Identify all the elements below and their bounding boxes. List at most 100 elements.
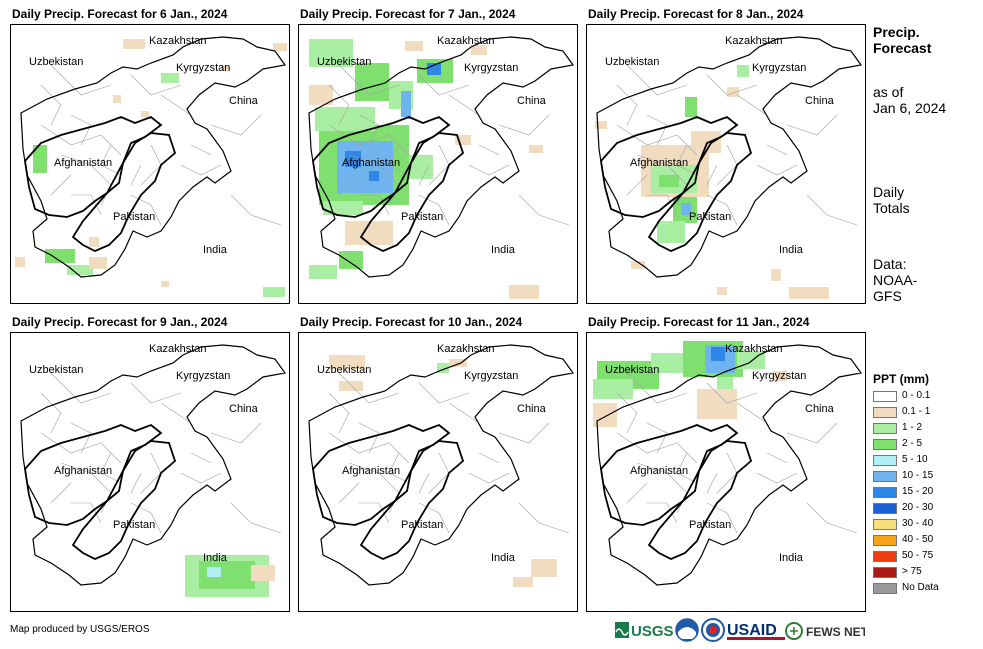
admin-boundary: [706, 74, 758, 96]
admin-boundary: [100, 144, 122, 176]
admin-boundary: [646, 114, 668, 146]
admin-boundary: [418, 74, 470, 96]
label-pakistan: Pakistan: [113, 211, 156, 223]
panel-title: Daily Precip. Forecast for 10 Jan., 2024: [300, 315, 523, 329]
admin-boundary: [140, 144, 162, 186]
forecast-panel: Daily Precip. Forecast for 9 Jan., 2024 K…: [10, 315, 290, 617]
admin-boundary: [756, 472, 798, 484]
precip-cell: [697, 389, 737, 419]
precip-cell: [773, 371, 787, 381]
admin-boundary: [468, 164, 510, 176]
admin-boundary: [190, 144, 212, 156]
label-uzbekistan: Uzbekistan: [605, 56, 660, 68]
admin-boundary: [706, 382, 758, 404]
precip-cell: [309, 39, 353, 67]
admin-boundary: [626, 372, 688, 404]
afghanistan-boundary: [24, 115, 163, 218]
admin-boundary: [130, 502, 162, 534]
region-boundary: [20, 36, 287, 278]
precip-cell: [437, 363, 449, 373]
fewsnet-logo: FEWS NET: [785, 620, 869, 647]
precip-cell: [329, 355, 365, 369]
legend-swatch: [873, 567, 897, 578]
admin-boundary: [647, 502, 678, 524]
precip-cell: [33, 145, 47, 173]
precip-cell: [455, 135, 471, 145]
label-uzbekistan: Uzbekistan: [29, 364, 84, 376]
forecast-panel: Daily Precip. Forecast for 11 Jan., 2024…: [586, 315, 866, 617]
region-boundary: [308, 344, 575, 586]
precip-cell: [449, 359, 467, 367]
label-india: India: [203, 244, 227, 256]
admin-boundary: [478, 144, 500, 156]
admin-boundary: [806, 194, 858, 226]
pakistan-boundary: [71, 132, 177, 252]
label-india: India: [491, 244, 515, 256]
precip-cell: [89, 237, 99, 247]
admin-boundary: [358, 422, 380, 454]
label-kyrgyzstan: Kyrgyzstan: [464, 62, 519, 74]
legend-label: 40 - 50: [902, 534, 934, 545]
precip-map: Kazakhstan Uzbekistan Kyrgyzstan China Afgha…: [586, 24, 866, 304]
admin-boundary: [626, 64, 688, 96]
region-boundary: [596, 36, 863, 278]
admin-boundary: [766, 144, 788, 156]
admin-boundary: [40, 84, 62, 126]
admin-boundary: [230, 194, 282, 226]
precip-cell: [67, 265, 93, 275]
label-pakistan: Pakistan: [689, 211, 732, 223]
label-china: China: [805, 95, 834, 107]
admin-boundary: [498, 422, 550, 444]
label-uzbekistan: Uzbekistan: [605, 364, 660, 376]
admin-boundary: [626, 482, 648, 504]
precip-cell: [309, 85, 333, 105]
admin-boundary: [736, 94, 768, 116]
admin-boundary: [190, 452, 212, 464]
label-kazakhstan: Kazakhstan: [725, 35, 783, 47]
precip-cell: [711, 347, 725, 361]
label-kazakhstan: Kazakhstan: [725, 343, 783, 355]
admin-boundary: [448, 94, 480, 116]
label-uzbekistan: Uzbekistan: [317, 364, 372, 376]
nws-logo: [701, 618, 725, 647]
legend-swatch: [873, 583, 897, 594]
admin-boundary: [766, 452, 788, 464]
precip-map: Kazakhstan Uzbekistan Kyrgyzstan China Afgha…: [10, 24, 290, 304]
label-kazakhstan: Kazakhstan: [149, 35, 207, 47]
precip-cell: [315, 107, 375, 131]
label-kyrgyzstan: Kyrgyzstan: [176, 62, 231, 74]
label-uzbekistan: Uzbekistan: [29, 56, 84, 68]
precip-cell: [593, 379, 633, 399]
legend-swatch: [873, 391, 897, 402]
label-afghanistan: Afghanistan: [342, 157, 401, 169]
precip-cell: [681, 203, 691, 215]
admin-boundary: [786, 114, 838, 136]
admin-boundary: [418, 164, 430, 186]
precip-cell: [727, 87, 739, 97]
admin-boundary: [646, 422, 668, 454]
forecast-panel: Daily Precip. Forecast for 6 Jan., 2024 K…: [10, 7, 290, 309]
precip-cell: [369, 171, 379, 181]
fewsnet-logo-text: FEWS NET: [806, 625, 865, 639]
usaid-logo: USAID: [727, 618, 789, 647]
precip-cell: [685, 97, 697, 117]
forecast-panel: Daily Precip. Forecast for 7 Jan., 2024 K…: [298, 7, 578, 309]
admin-boundary: [616, 84, 638, 126]
legend-label: No Data: [902, 582, 939, 593]
panel-title: Daily Precip. Forecast for 11 Jan., 2024: [588, 315, 810, 329]
admin-boundary: [50, 372, 112, 404]
label-kyrgyzstan: Kyrgyzstan: [464, 370, 519, 382]
precip-cell: [595, 121, 607, 129]
precip-cell: [651, 353, 687, 373]
precip-cell: [405, 41, 423, 51]
precip-cell: [221, 65, 229, 71]
precip-cell: [251, 565, 275, 581]
precip-cell: [717, 377, 733, 389]
legend-swatch: [873, 455, 897, 466]
panel-title: Daily Precip. Forecast for 7 Jan., 2024: [300, 7, 516, 21]
label-china: China: [517, 403, 546, 415]
legend-label: 30 - 40: [902, 518, 934, 529]
legend-label: 0.1 - 1: [902, 406, 931, 417]
label-kyrgyzstan: Kyrgyzstan: [752, 62, 807, 74]
label-china: China: [805, 403, 834, 415]
